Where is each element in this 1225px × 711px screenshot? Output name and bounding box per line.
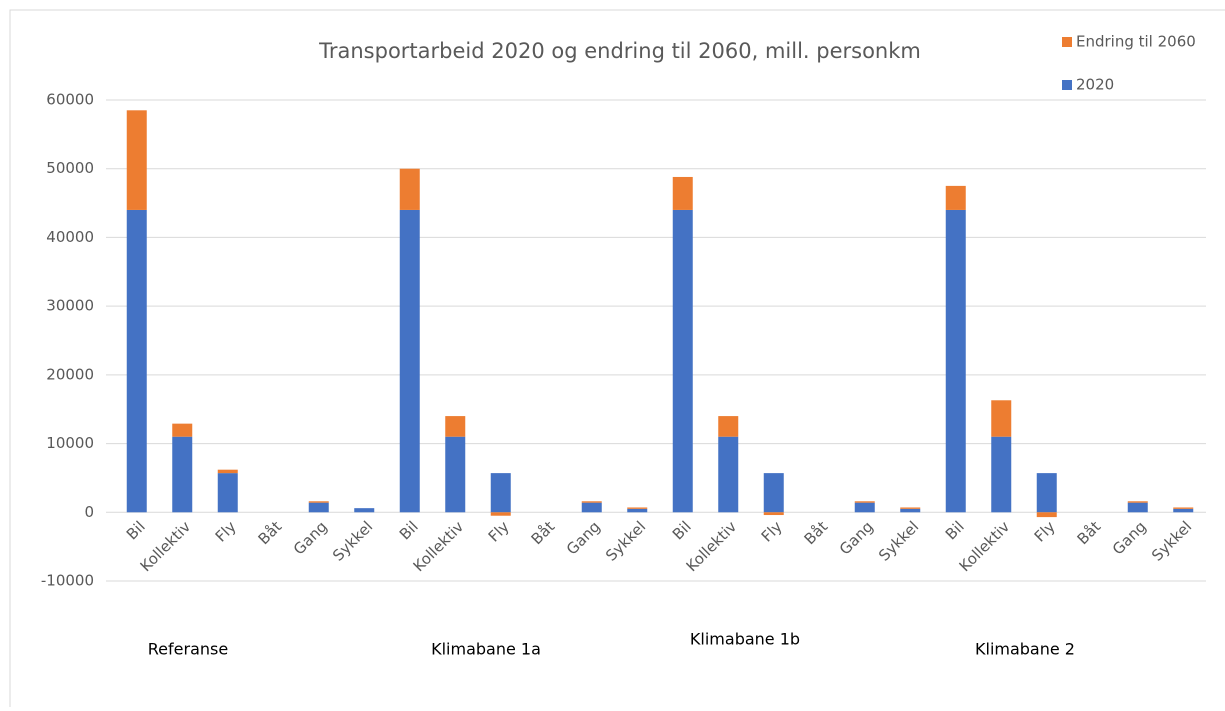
bar-segment (900, 508, 921, 513)
y-tick-label: 30000 (46, 297, 94, 315)
group-label: Klimabane 1b (690, 630, 800, 649)
bar-segment (718, 416, 739, 437)
bar-segment (172, 436, 193, 513)
bar-segment (672, 209, 693, 513)
bar-segment (581, 502, 602, 513)
bar-segment (172, 423, 193, 437)
y-tick-label: 60000 (46, 91, 94, 109)
bar-segment (308, 502, 329, 513)
bar-segment (308, 501, 329, 503)
legend-swatch (1062, 37, 1072, 47)
bar-segment (581, 501, 602, 503)
legend-label: Endring til 2060 (1076, 33, 1196, 51)
y-tick-label: 20000 (46, 365, 94, 383)
bar-segment (1036, 473, 1057, 513)
group-label: Referanse (148, 640, 228, 659)
bar-segment (354, 508, 375, 513)
bar-segment (490, 512, 511, 516)
bar-segment (627, 508, 648, 513)
bar-segment (126, 209, 147, 513)
group-label: Klimabane 2 (975, 640, 1075, 659)
bar-segment (763, 512, 784, 516)
y-tick-label: 10000 (46, 434, 94, 452)
bar-segment (126, 110, 147, 210)
bar-segment (900, 507, 921, 509)
bar-segment (627, 507, 648, 509)
legend-label: 2020 (1076, 76, 1114, 94)
bar-segment (445, 436, 466, 513)
group-label: Klimabane 1a (431, 640, 541, 659)
bar-segment (1173, 508, 1194, 513)
y-tick-label: 0 (84, 503, 94, 521)
y-tick-label: 50000 (46, 159, 94, 177)
bar-segment (445, 416, 466, 437)
bar-segment (854, 501, 875, 503)
bar-segment (718, 436, 739, 513)
bar-segment (1173, 507, 1194, 509)
bar-segment (672, 176, 693, 210)
bar-segment (1127, 502, 1148, 513)
bar-segment (763, 473, 784, 513)
bar-segment (945, 185, 966, 210)
bar-segment (991, 436, 1012, 513)
bar-segment (1127, 501, 1148, 503)
bar-segment (945, 209, 966, 513)
bar-segment (217, 473, 238, 513)
bar-segment (399, 168, 420, 210)
bar-segment (217, 469, 238, 474)
bar-segment (399, 209, 420, 513)
bar-segment (490, 473, 511, 513)
chart-title: Transportarbeid 2020 og endring til 2060… (318, 39, 921, 63)
y-tick-label: -10000 (41, 572, 94, 590)
legend-swatch (1062, 80, 1072, 90)
bar-segment (854, 502, 875, 513)
bar-segment (991, 400, 1012, 437)
chart-frame (9, 9, 1225, 711)
y-tick-label: 40000 (46, 228, 94, 246)
bar-segment (1036, 512, 1057, 518)
